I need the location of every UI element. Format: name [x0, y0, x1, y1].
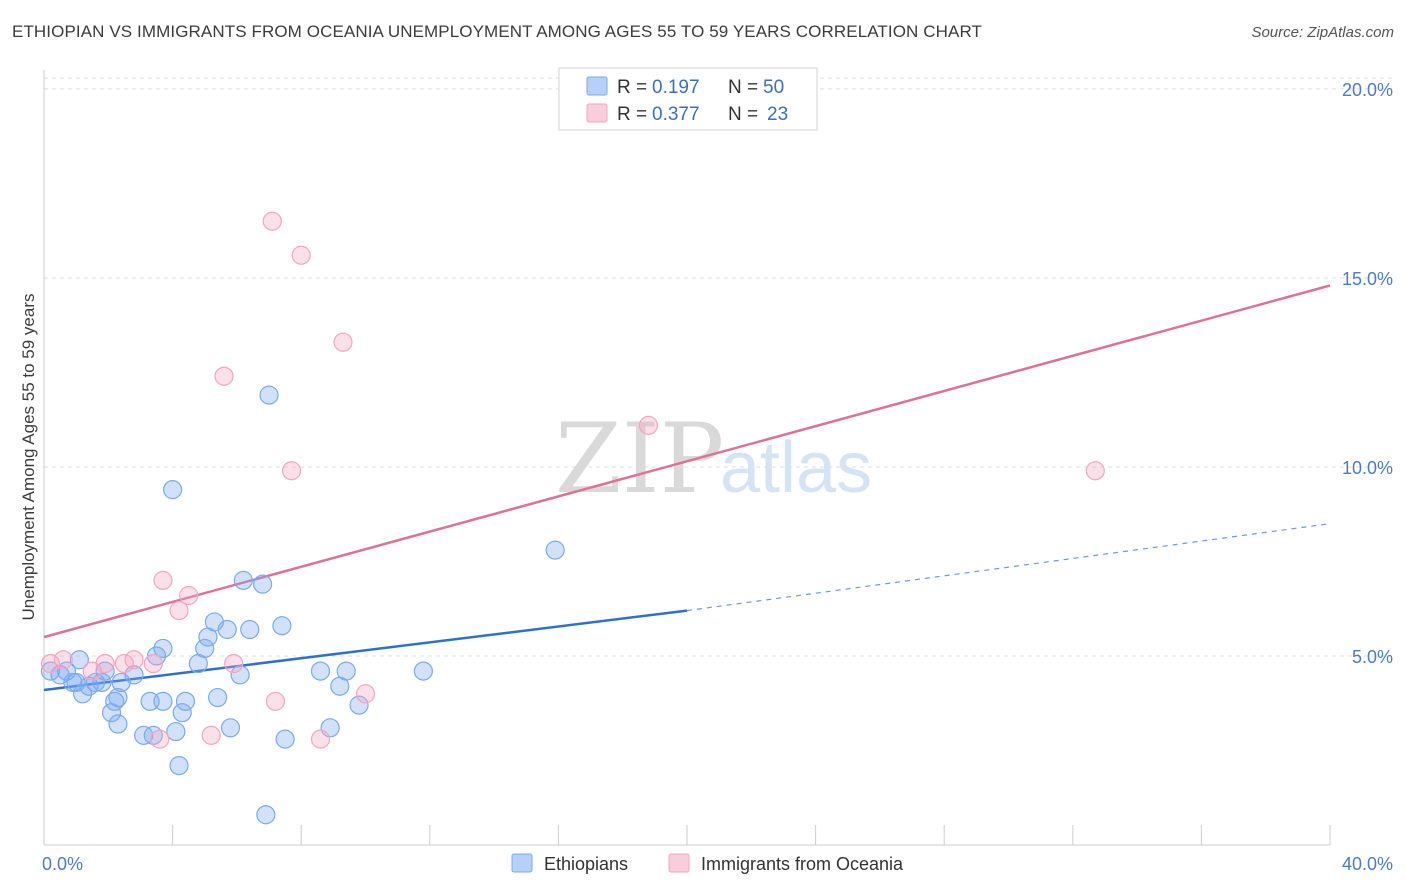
ethiopians-point: [105, 691, 125, 711]
oceania-point: [1085, 461, 1105, 481]
ethiopians-point: [253, 574, 273, 594]
oceania-point: [355, 684, 376, 704]
ethiopians-point: [111, 672, 131, 693]
ethiopians-point: [256, 805, 276, 825]
ethiopians-point: [169, 756, 189, 776]
ethiopians-point: [220, 718, 241, 738]
bottom-legend-swatch-ethiopians: [511, 853, 533, 873]
y-tick-label: 15.0%: [1342, 269, 1393, 289]
ethiopians-point: [101, 703, 122, 723]
oceania-point: [201, 725, 221, 745]
ethiopians-point: [310, 661, 331, 681]
ethiopians-point: [217, 619, 237, 640]
bottom-legend-swatch-oceania: [668, 853, 690, 873]
ethiopians-point: [163, 480, 183, 500]
legend-n-label: N =: [728, 104, 758, 125]
oceania-point: [291, 245, 311, 265]
ethiopians-point: [175, 691, 196, 711]
legend-n-label: N =: [728, 77, 758, 98]
ethiopians-point: [108, 714, 128, 734]
axes: [43, 70, 1331, 846]
oceania-trend-line: [43, 284, 1331, 639]
ethiopians-point: [166, 721, 186, 742]
ethiopians-point: [140, 691, 160, 711]
oceania-point: [265, 691, 286, 711]
legend-r-label: R =: [617, 77, 647, 98]
ethiopians-point: [275, 729, 295, 749]
bottom-legend-ethiopians: Ethiopians: [544, 854, 628, 874]
legend-swatch-pink: [586, 103, 608, 123]
legend-n-value: 23: [767, 104, 788, 125]
ethiopians-point: [153, 638, 173, 659]
legend-n-value: 50: [763, 77, 784, 98]
oceania-point: [53, 650, 73, 670]
legend-swatch-blue: [586, 76, 608, 96]
y-tick-label: 10.0%: [1342, 458, 1393, 478]
oceania-point: [95, 653, 115, 674]
ethiopians-point: [240, 619, 260, 640]
ethiopians-point: [230, 665, 250, 685]
oceania-point: [333, 332, 353, 352]
legend-r-value: 0.197: [652, 77, 700, 98]
oceania-point: [169, 601, 189, 621]
oceania-point: [114, 653, 134, 674]
ethiopians-trend-line: [43, 609, 688, 692]
oceania-point: [143, 653, 163, 674]
chart-title: ETHIOPIAN VS IMMIGRANTS FROM OCEANIA UNE…: [12, 22, 982, 41]
y-tick-label: 20.0%: [1342, 80, 1393, 100]
y-axis-label: Unemployment Among Ages 55 to 59 years: [19, 294, 38, 621]
trend-lines: [43, 284, 1331, 692]
oceania-point: [310, 729, 331, 749]
y-tick-label: 5.0%: [1352, 647, 1393, 667]
watermark: ZIP atlas: [555, 403, 872, 515]
ethiopians-point: [336, 661, 356, 681]
oceania-point: [150, 729, 170, 749]
bottom-legend-oceania: Immigrants from Oceania: [701, 854, 904, 874]
x-tick-label: 40.0%: [1342, 854, 1393, 874]
ethiopians-point: [259, 385, 279, 405]
source-label: Source: ZipAtlas.com: [1251, 24, 1394, 41]
oceania-point: [179, 585, 199, 606]
ethiopians-point: [172, 703, 192, 723]
ethiopians-point: [413, 661, 433, 681]
ethiopians-point: [272, 616, 292, 636]
data-points: [40, 211, 1105, 825]
legend-r-value: 0.377: [652, 104, 700, 125]
oceania-point: [214, 366, 234, 386]
watermark-atlas: atlas: [720, 428, 872, 508]
bottom-legend: Ethiopians Immigrants from Oceania: [511, 853, 904, 874]
oceania-point: [224, 653, 244, 674]
ethiopians-point: [69, 650, 89, 670]
oceania-point: [40, 653, 61, 674]
oceania-point: [638, 415, 659, 435]
ethiopians-point: [72, 684, 93, 704]
ethiopians-point: [233, 570, 253, 590]
x-tick-label: 0.0%: [42, 854, 83, 874]
ethiopians-point: [208, 687, 228, 708]
ethiopians-point: [545, 540, 565, 560]
grid-lines: [44, 77, 1392, 657]
legend: R = 0.197 N = 50 R = 0.377 N = 23: [558, 67, 818, 131]
ethiopians-point: [40, 661, 61, 681]
oceania-point: [124, 650, 144, 670]
ethiopians-point: [66, 672, 86, 693]
oceania-point: [153, 570, 173, 590]
ethiopians-point: [349, 695, 369, 715]
ethiopians-point: [134, 725, 154, 745]
tick-labels: 5.0% 10.0% 15.0% 20.0% 0.0% 40.0%: [42, 80, 1393, 874]
legend-r-label: R =: [617, 104, 647, 125]
oceania-point: [262, 211, 282, 231]
oceania-point: [281, 461, 302, 481]
ethiopians-trend-extension: [686, 523, 1331, 612]
ethiopians-point: [195, 638, 215, 659]
